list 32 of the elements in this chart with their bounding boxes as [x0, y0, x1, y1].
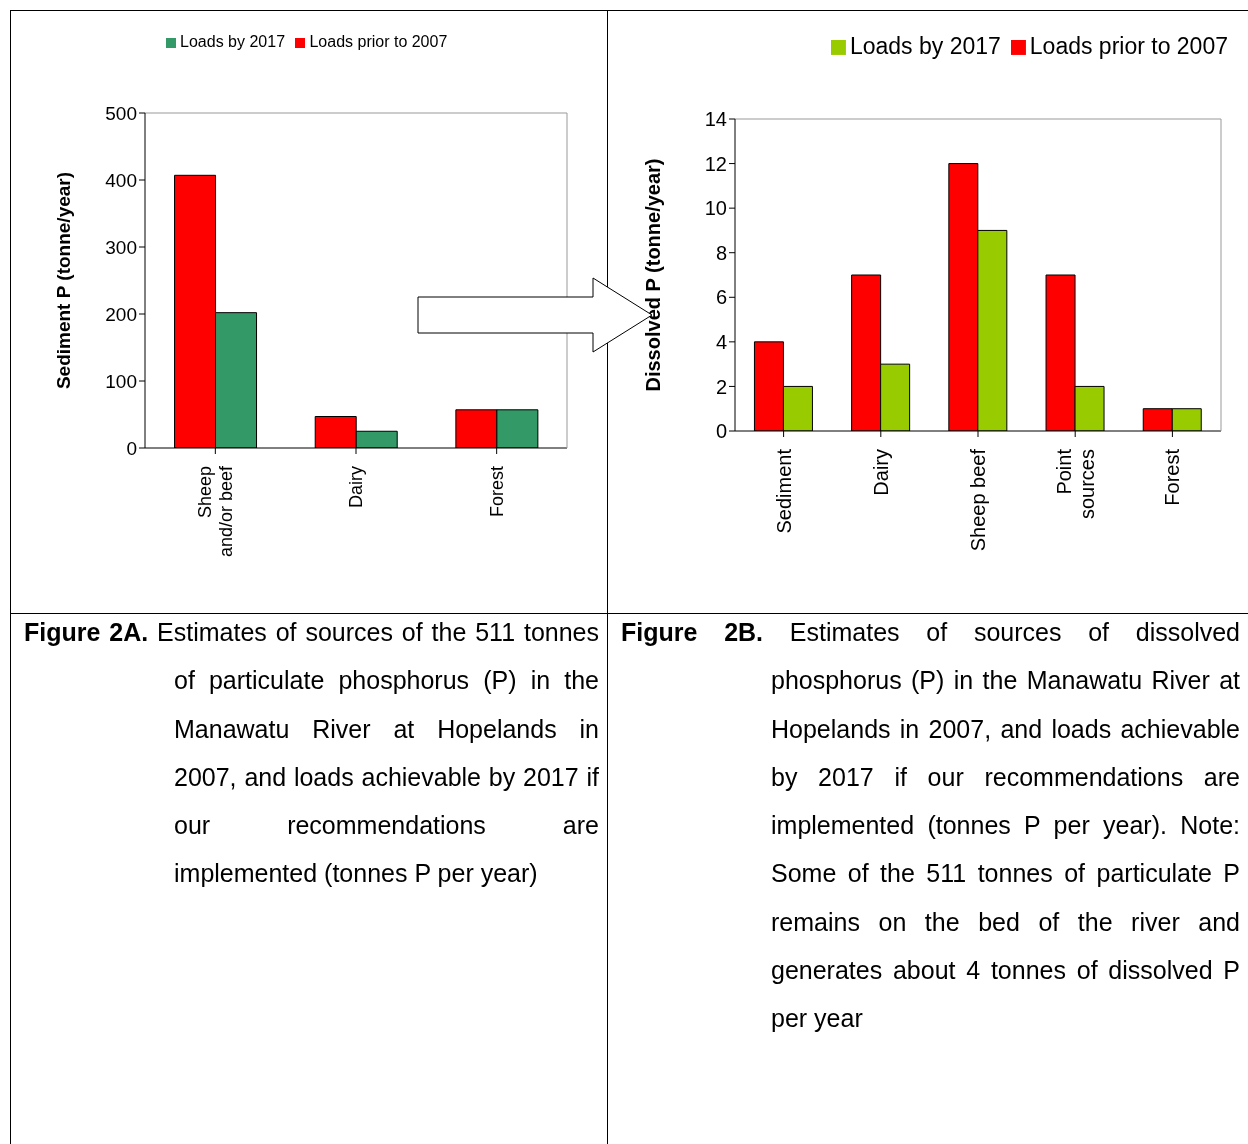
y-tick-label: 0: [715, 420, 727, 443]
y-axis-title: Sediment P (tonne/year): [52, 171, 74, 390]
y-tick-label: 200: [105, 303, 137, 325]
x-tick-label: Forest: [1161, 448, 1184, 506]
x-tick-label: Sediment: [772, 448, 795, 534]
caption: Figure 2B.: [621, 618, 764, 646]
text: Estimates of sources of the 511 tonnes of particulate phosphorus (P) in the Manawatu River at Hopelands in 2007, and loads achievable by 2017 if our recommendations are implemented (tonnes P per year): [157, 618, 600, 888]
legend-label: Loads by 2017: [180, 33, 286, 50]
caption: Figure 2A.: [24, 618, 149, 646]
legend-label: Loads by 2017: [849, 33, 1001, 59]
y-tick-label: 10: [704, 197, 727, 220]
x-tick-label: Dairy: [869, 449, 892, 496]
y-tick-label: 6: [715, 286, 727, 309]
y-tick-label: 400: [105, 169, 137, 191]
legend-label: Loads prior to 2007: [309, 33, 448, 50]
y-tick-label: 100: [105, 370, 137, 392]
x-tick-label: Sheep beef: [967, 448, 989, 552]
x-tick-label: Sheep and/or beef: [195, 465, 236, 558]
y-tick-label: 0: [126, 437, 137, 459]
legend-label: Loads prior to 2007: [1029, 33, 1228, 59]
y-tick-label: 8: [715, 241, 727, 264]
y-tick-label: 4: [715, 330, 727, 353]
y-tick-label: 500: [105, 102, 137, 124]
x-tick-label: Forest: [486, 466, 507, 518]
y-tick-label: 14: [704, 108, 727, 131]
y-tick-label: 2: [715, 375, 727, 398]
text: Estimates of sources of dissolved phosphorus (P) in the Manawatu River at Hopelands in 2007, and loads achievable by 2017 if our recommendations are implemented (tonnes P per year). Note: Some of the 511 tonnes of particulate P remains on the bed of the river and generates about 4 tonnes of dissolved P per year: [771, 618, 1240, 1033]
x-tick-label: Dairy: [346, 466, 367, 509]
y-axis-title: Dissolved P (tonne/year): [642, 158, 665, 392]
y-tick-label: 12: [704, 152, 727, 175]
x-tick-label: Point sources: [1052, 448, 1098, 520]
y-tick-label: 300: [105, 236, 137, 258]
